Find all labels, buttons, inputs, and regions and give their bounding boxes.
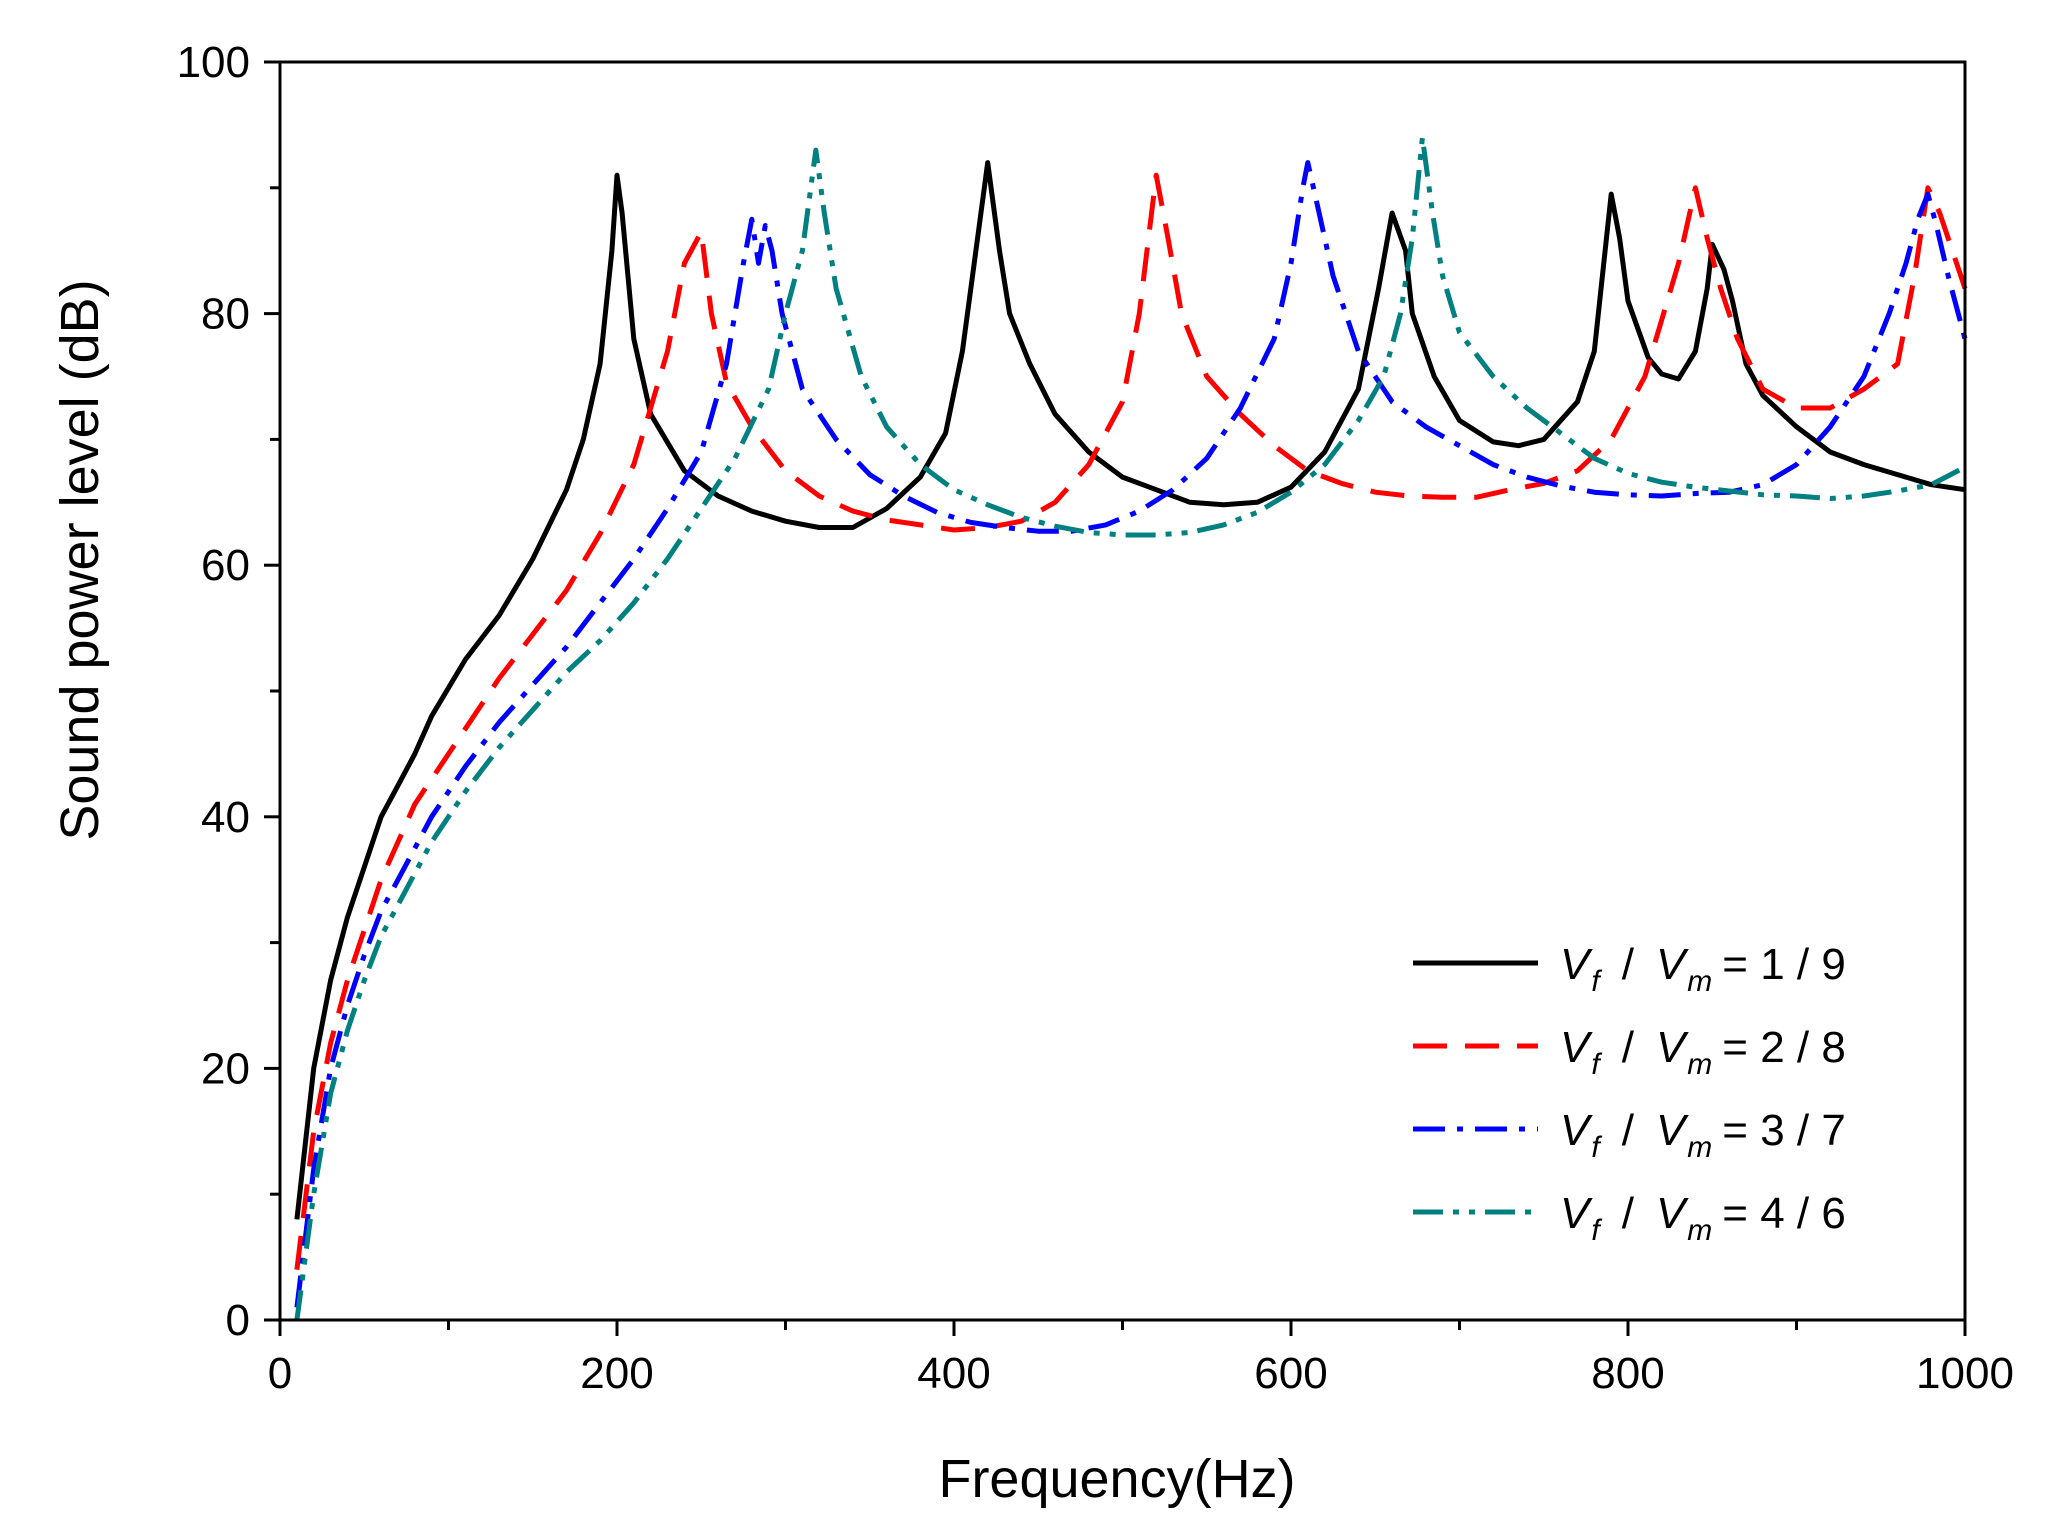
x-tick-label: 800 <box>1591 1349 1664 1398</box>
y-axis-title: Sound power level (dB) <box>50 279 110 840</box>
x-tick-label: 1000 <box>1916 1349 2014 1398</box>
legend-label-2: Vf / Vm = 2 / 8 <box>1560 1023 1846 1081</box>
tick-labels: 0 200 400 600 800 1000 0 20 40 60 80 100 <box>177 38 2014 1398</box>
legend-label-4: Vf / Vm = 4 / 6 <box>1560 1189 1846 1247</box>
series-line-2 <box>294 172 1968 1271</box>
series-line-4 <box>294 135 1967 1321</box>
series-line-1 <box>294 160 1966 1220</box>
x-tick-label: 0 <box>268 1349 292 1398</box>
plot-frame <box>278 60 1967 1322</box>
legend-label-3: Vf / Vm = 3 / 7 <box>1560 1106 1846 1164</box>
x-tick-label: 200 <box>580 1349 653 1398</box>
y-tick-label: 0 <box>226 1296 250 1345</box>
y-tick-label: 20 <box>201 1044 250 1093</box>
legend: Vf / Vm = 1 / 9 Vf / Vm = 2 / 8 Vf / Vm = 3 / 7 Vf / V… <box>1413 940 1846 1247</box>
y-tick-label: 100 <box>177 38 250 87</box>
series-layer <box>294 135 1968 1321</box>
series-line-3 <box>294 160 1968 1308</box>
x-tick-label: 600 <box>1254 1349 1327 1398</box>
legend-label-1: Vf / Vm = 1 / 9 <box>1560 940 1846 998</box>
x-tick-label: 400 <box>917 1349 990 1398</box>
x-axis-title: Frequency(Hz) <box>938 1449 1295 1509</box>
y-tick-label: 40 <box>201 793 250 842</box>
axis-ticks <box>264 60 1967 1336</box>
y-tick-label: 60 <box>201 541 250 590</box>
y-tick-label: 80 <box>201 290 250 339</box>
